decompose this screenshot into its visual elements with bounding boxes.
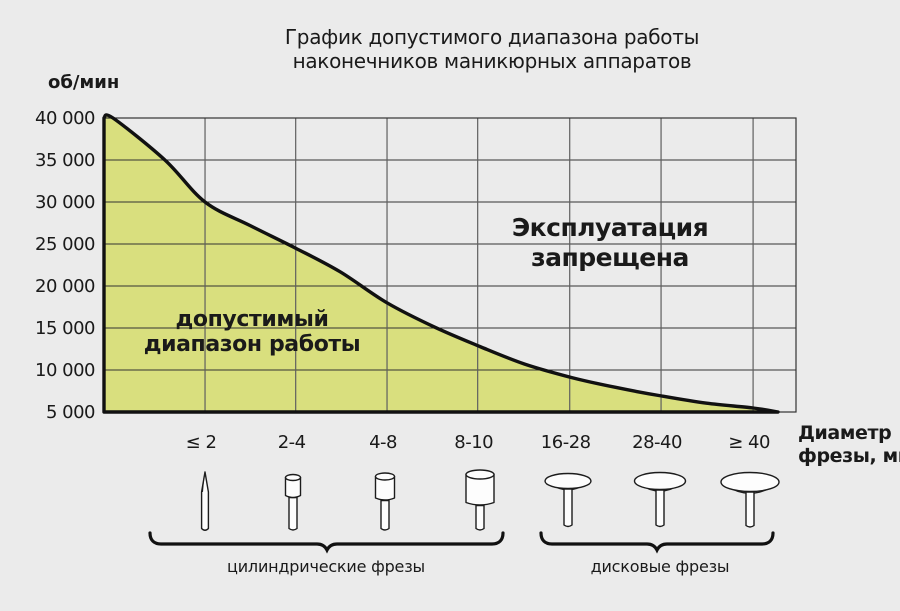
x-tick-label: 28-40 [632, 432, 682, 453]
disc-group-bracket-icon [539, 531, 775, 554]
x-tick-label: 4-8 [369, 432, 397, 453]
medium-disc-burr-icon [633, 471, 687, 528]
rpm-axis-label: об/мин [48, 72, 119, 93]
allowed-region-label-line1: допустимый [176, 307, 329, 332]
tick-labels: 40 000 35 000 30 000 25 000 20 000 15 000 10 0… [35, 108, 770, 453]
cylindrical-group-bracket-icon [148, 531, 505, 554]
x-tick-label: 2-4 [278, 432, 306, 453]
x-tick-label: 16-28 [541, 432, 591, 453]
group-label-cylindrical: цилиндрические фрезы [227, 557, 425, 576]
limit-curve [102, 113, 780, 414]
diameter-axis-label-line2: фрезы, мм [798, 445, 900, 467]
y-tick-label: 35 000 [35, 150, 95, 171]
forbidden-region-label-line2: запрещена [531, 243, 689, 272]
allowed-region-fill [104, 114, 778, 412]
large-disc-burr-icon [720, 471, 780, 528]
y-tick-label: 40 000 [35, 108, 95, 129]
diameter-axis-label-line1: Диаметр [798, 422, 891, 444]
small-cylinder-burr-icon [284, 473, 302, 531]
x-tick-label: ≤ 2 [186, 432, 217, 453]
y-tick-label: 30 000 [35, 192, 95, 213]
y-tick-label: 5 000 [46, 402, 95, 423]
x-tick-label: ≥ 40 [728, 432, 770, 453]
forbidden-region-label-line1: Эксплуатация [512, 213, 708, 242]
x-tick-label: 8-10 [454, 432, 493, 453]
grid-lines [104, 117, 796, 413]
medium-cylinder-burr-icon [374, 472, 396, 531]
limit-curve-outline [102, 113, 780, 414]
y-tick-label: 20 000 [35, 276, 95, 297]
allowed-region-area [104, 114, 778, 412]
chart-title-line1: График допустимого диапазона работы [285, 25, 699, 49]
y-tick-label: 25 000 [35, 234, 95, 255]
chart-title-line2: наконечников маникюрных аппаратов [293, 49, 692, 73]
large-cylinder-burr-icon [465, 469, 495, 531]
allowed-region-label-line2: диапазон работы [144, 332, 361, 357]
small-disc-burr-icon [544, 472, 592, 528]
group-label-disc: дисковые фрезы [591, 557, 730, 576]
needle-burr-icon [200, 471, 210, 531]
y-tick-label: 10 000 [35, 360, 95, 381]
y-tick-label: 15 000 [35, 318, 95, 339]
